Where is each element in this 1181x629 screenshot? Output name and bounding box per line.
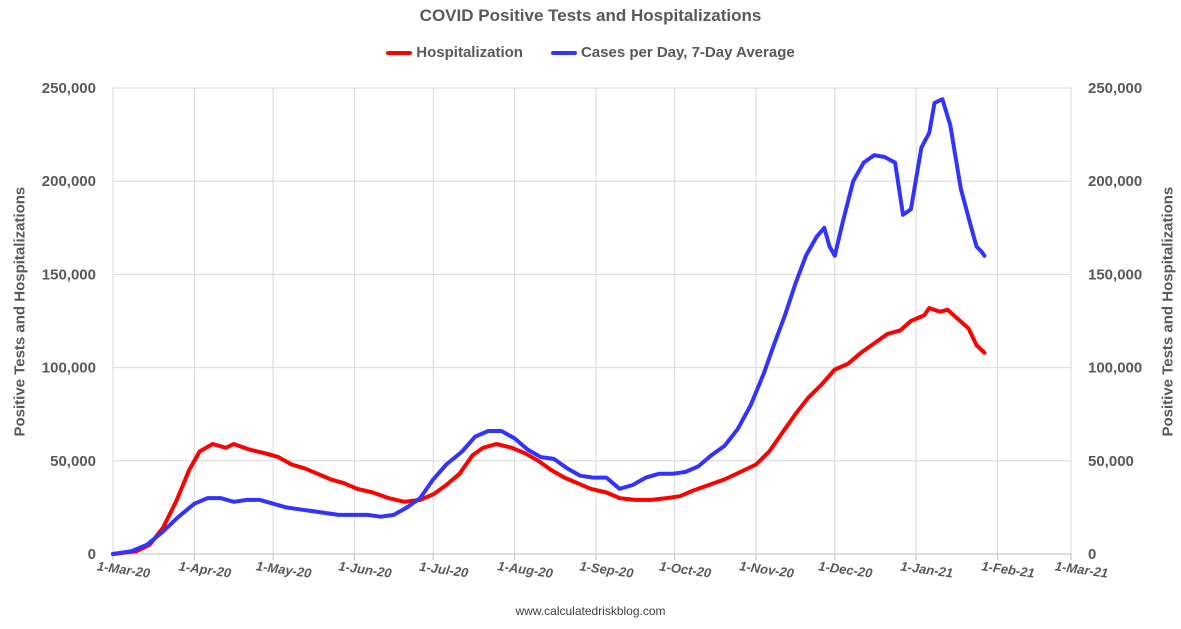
y-tick-label-left: 0 (88, 546, 96, 563)
legend-item-hospitalization: Hospitalization (386, 44, 523, 61)
y-tick-label-left: 50,000 (50, 453, 96, 470)
y-tick-label-left: 150,000 (42, 266, 96, 283)
chart-title: COVID Positive Tests and Hospitalization… (419, 6, 762, 25)
chart-legend: Hospitalization Cases per Day, 7-Day Ave… (0, 44, 1181, 61)
x-tick-label: 1-Jul-20 (418, 559, 470, 581)
x-tick-label: 1-Oct-20 (658, 558, 712, 580)
legend-label-hospitalization: Hospitalization (416, 44, 523, 61)
source-credit: www.calculatedriskblog.com (515, 604, 666, 618)
x-tick-label: 1-Jan-21 (900, 558, 954, 580)
y-tick-label-right: 100,000 (1088, 360, 1142, 377)
x-tick-label: 1-Mar-21 (1054, 558, 1109, 580)
y-tick-label-left: 250,000 (42, 80, 96, 97)
y-tick-label-right: 250,000 (1088, 80, 1142, 97)
legend-label-cases: Cases per Day, 7-Day Average (580, 44, 795, 61)
x-tick-label: 1-Nov-20 (738, 558, 795, 581)
x-tick-label: 1-Apr-20 (178, 558, 233, 580)
y-tick-label-left: 100,000 (42, 360, 96, 377)
legend-swatch-cases (550, 50, 577, 55)
legend-item-cases: Cases per Day, 7-Day Average (550, 44, 795, 61)
x-tick-label: 1-Jun-20 (338, 558, 394, 580)
x-tick-label: 1-Sep-20 (579, 558, 636, 581)
y-tick-label-right: 0 (1088, 546, 1096, 563)
y-tick-label-right: 150,000 (1088, 266, 1142, 283)
y-tick-label-right: 50,000 (1088, 453, 1134, 470)
legend-swatch-hospitalization (386, 50, 413, 55)
y-tick-label-right: 200,000 (1088, 173, 1142, 190)
x-tick-label: 1-Feb-21 (981, 558, 1036, 580)
x-tick-label: 1-May-20 (255, 558, 313, 581)
y-tick-label-left: 200,000 (42, 173, 96, 190)
series-line-hospitalization (111, 306, 987, 556)
x-tick-label: 1-Aug-20 (497, 558, 555, 581)
series-line-cases (111, 97, 987, 556)
x-tick-label: 1-Dec-20 (818, 558, 875, 581)
x-tick-label: 1-Mar-20 (96, 558, 152, 580)
